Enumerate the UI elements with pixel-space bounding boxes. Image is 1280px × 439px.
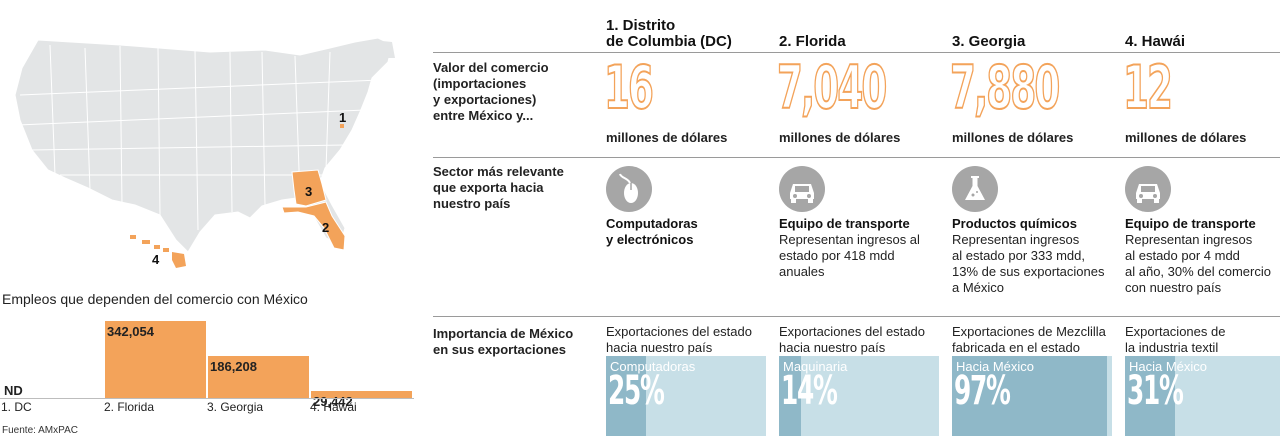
x-axis-baseline [0, 398, 414, 399]
flask-icon [952, 166, 998, 212]
state-borders [17, 44, 381, 231]
chart-title: Empleos que dependen del comercio con Mé… [2, 291, 308, 307]
map-marker-2: 2 [322, 220, 329, 235]
column-header-hawaii: 4. Hawái [1125, 33, 1186, 50]
importance-label-dc: Computadoras [610, 359, 696, 374]
importance-pct-hawaii: 31% [1127, 368, 1184, 414]
bar-florida [105, 321, 206, 398]
importance-box-dc: Computadoras 25% [606, 356, 766, 436]
map-marker-3: 3 [305, 184, 312, 199]
trade-value-florida: 7,040 [776, 53, 887, 123]
sector-desc-hawaii: Representan ingresos al estado por 4 mdd… [1125, 232, 1271, 295]
importance-label-hawaii: Hacia México [1129, 359, 1208, 374]
florida-state [281, 201, 346, 251]
importance-text-hawaii: Exportaciones de la industria textil [1125, 324, 1226, 355]
map-marker-4: 4 [152, 252, 160, 267]
column-header-dc: 1. Distrito de Columbia (DC) [606, 17, 732, 50]
trade-value-hawaii: 12 [1122, 53, 1173, 123]
trade-value-georgia: 7,880 [949, 53, 1060, 123]
importance-text-dc: Exportaciones del estado hacia nuestro p… [606, 324, 752, 355]
importance-pct-dc: 25% [608, 368, 665, 414]
sector-title-dc: Computadoras y electrónicos [606, 216, 698, 247]
hawaii-state [130, 235, 186, 268]
column-header-florida: 2. Florida [779, 33, 846, 50]
mouse-icon [606, 166, 652, 212]
importance-label-georgia: Hacia México [956, 359, 1035, 374]
importance-pct-georgia: 97% [954, 368, 1011, 414]
bar-hawaii [311, 391, 412, 398]
usa-map: 1 3 2 4 [14, 37, 395, 268]
row-label-sector: Sector más relevante que exporta hacia n… [433, 164, 564, 211]
trade-unit-georgia: millones de dólares [952, 130, 1074, 145]
importance-box-georgia: Hacia México 97% [952, 356, 1112, 436]
bar-georgia [208, 356, 309, 398]
importance-fill-florida [779, 356, 802, 436]
importance-fill-hawaii [1125, 356, 1175, 436]
importance-box-hawaii: Hacia México 31% [1125, 356, 1280, 436]
tick-label-georgia: 3. Georgia [207, 400, 264, 414]
sector-desc-florida: Representan ingresos al estado por 418 m… [779, 232, 920, 279]
importance-fill-georgia [952, 356, 1108, 436]
tick-label-dc: 1. DC [1, 400, 32, 414]
divider-bottom [433, 316, 1280, 317]
sector-title-hawaii: Equipo de transporte [1125, 216, 1256, 231]
importance-label-florida: Maquinaria [783, 359, 848, 374]
value-label-georgia: 186,208 [210, 359, 257, 375]
georgia-state [291, 169, 327, 207]
column-header-georgia: 3. Georgia [952, 33, 1026, 50]
divider-top [433, 52, 1280, 53]
value-label-florida: 342,054 [107, 324, 154, 339]
row-label-trade: Valor del comercio (importaciones y expo… [433, 60, 549, 123]
dc-marker [340, 124, 344, 128]
sector-title-georgia: Productos químicos [952, 216, 1077, 231]
divider-middle [433, 157, 1280, 158]
importance-text-georgia: Exportaciones de Mezclilla fabricada en … [952, 324, 1106, 355]
tick-label-florida: 2. Florida [104, 400, 155, 414]
importance-box-florida: Maquinaria 14% [779, 356, 939, 436]
trade-unit-hawaii: millones de dólares [1125, 130, 1247, 145]
importance-pct-florida: 14% [781, 368, 838, 414]
employment-bar-chart: ND 1. DC 342,054 2. Florida 186,208 3. Georgi… [0, 300, 420, 420]
importance-fill-dc [606, 356, 646, 436]
map-marker-1: 1 [339, 110, 346, 125]
sector-title-florida: Equipo de transporte [779, 216, 910, 231]
trade-value-dc: 16 [603, 53, 654, 123]
row-label-importance: Importancia de México en sus exportacion… [433, 326, 574, 357]
tick-label-hawaii: 4. Hawái [310, 400, 357, 414]
alaska-shape [372, 40, 395, 58]
sector-desc-georgia: Representan ingresos al estado por 333 m… [952, 232, 1105, 295]
trade-unit-florida: millones de dólares [779, 130, 901, 145]
car-icon [779, 166, 825, 212]
trade-unit-dc: millones de dólares [606, 130, 728, 145]
source-note: Fuente: AMxPAC [2, 425, 78, 436]
importance-text-florida: Exportaciones del estado hacia nuestro p… [779, 324, 925, 355]
value-label-dc: ND [4, 383, 23, 398]
car-icon [1125, 166, 1171, 212]
